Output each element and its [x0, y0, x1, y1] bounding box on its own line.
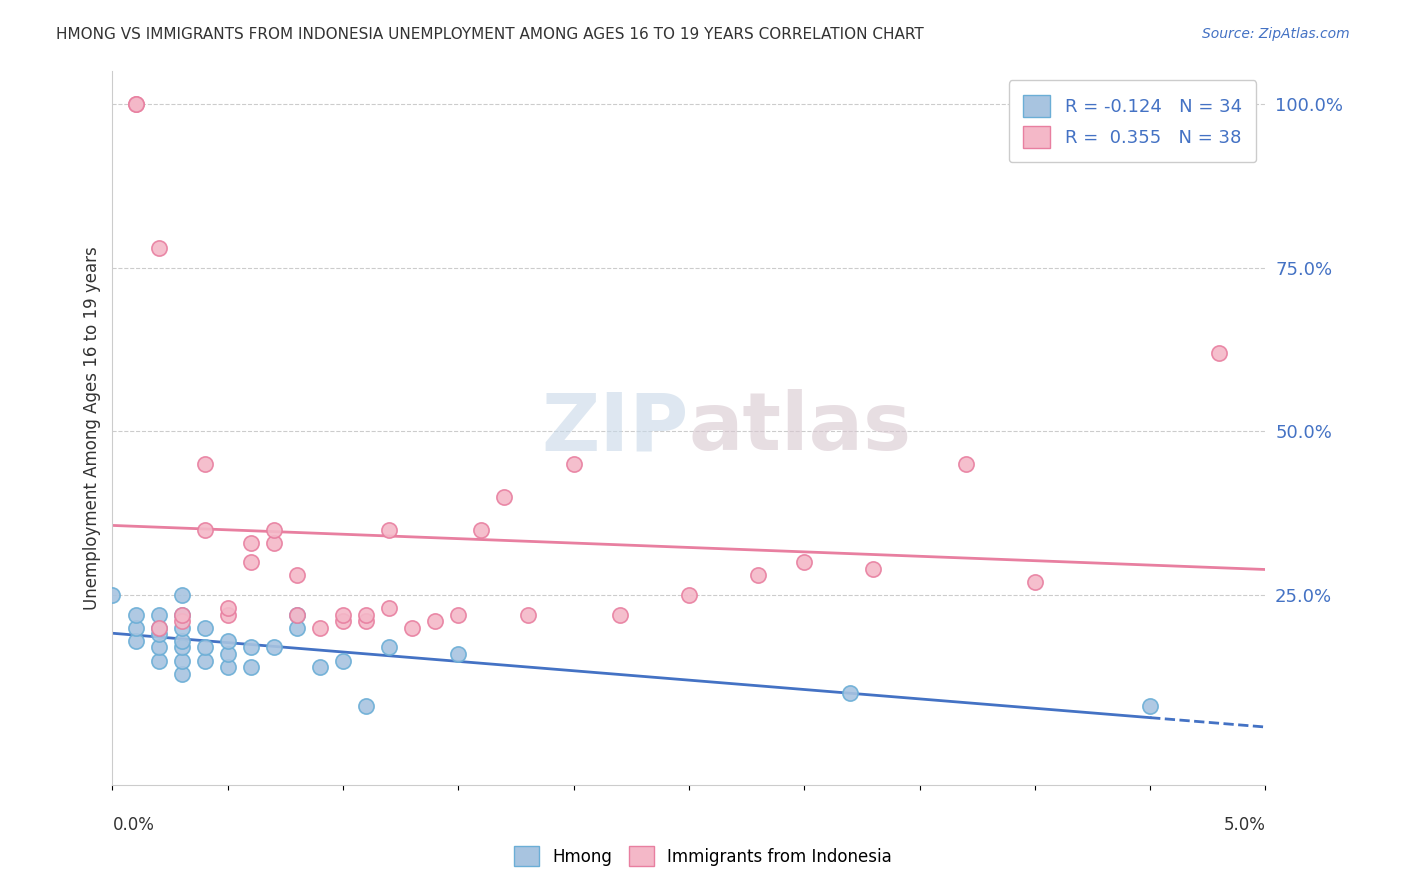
Point — [170, 615, 193, 629]
Point — [194, 654, 217, 668]
Point — [285, 607, 308, 622]
Point — [124, 634, 146, 648]
Point — [354, 699, 377, 714]
Point — [285, 607, 308, 622]
Point — [378, 640, 401, 655]
Point — [194, 640, 217, 655]
Point — [309, 660, 332, 674]
Point — [194, 523, 217, 537]
Point — [170, 621, 193, 635]
Point — [124, 97, 146, 112]
Point — [217, 660, 239, 674]
Point — [447, 647, 470, 661]
Point — [425, 615, 447, 629]
Text: HMONG VS IMMIGRANTS FROM INDONESIA UNEMPLOYMENT AMONG AGES 16 TO 19 YEARS CORREL: HMONG VS IMMIGRANTS FROM INDONESIA UNEMP… — [56, 27, 924, 42]
Point — [148, 654, 170, 668]
Point — [217, 601, 239, 615]
Point — [678, 588, 700, 602]
Point — [332, 607, 354, 622]
Text: Source: ZipAtlas.com: Source: ZipAtlas.com — [1202, 27, 1350, 41]
Point — [170, 654, 193, 668]
Point — [148, 640, 170, 655]
Point — [263, 640, 285, 655]
Text: ZIP: ZIP — [541, 389, 689, 467]
Point — [239, 640, 262, 655]
Point — [263, 535, 285, 549]
Point — [747, 568, 769, 582]
Point — [148, 241, 170, 255]
Point — [170, 607, 193, 622]
Point — [217, 634, 239, 648]
Point — [332, 615, 354, 629]
Point — [793, 555, 815, 569]
Point — [285, 568, 308, 582]
Point — [124, 607, 146, 622]
Point — [217, 607, 239, 622]
Point — [217, 647, 239, 661]
Point — [148, 627, 170, 641]
Point — [955, 457, 977, 471]
Point — [309, 621, 332, 635]
Point — [516, 607, 538, 622]
Point — [263, 523, 285, 537]
Text: 5.0%: 5.0% — [1223, 816, 1265, 834]
Point — [609, 607, 631, 622]
Point — [494, 490, 516, 504]
Point — [170, 588, 193, 602]
Point — [239, 660, 262, 674]
Point — [862, 562, 884, 576]
Point — [470, 523, 492, 537]
Point — [239, 535, 262, 549]
Point — [354, 615, 377, 629]
Point — [170, 666, 193, 681]
Point — [378, 601, 401, 615]
Point — [170, 634, 193, 648]
Point — [378, 523, 401, 537]
Point — [239, 555, 262, 569]
Point — [148, 621, 170, 635]
Point — [170, 640, 193, 655]
Text: atlas: atlas — [689, 389, 912, 467]
Point — [839, 686, 862, 700]
Point — [1024, 574, 1046, 589]
Legend: R = -0.124   N = 34, R =  0.355   N = 38: R = -0.124 N = 34, R = 0.355 N = 38 — [1010, 80, 1257, 162]
Legend: Hmong, Immigrants from Indonesia: Hmong, Immigrants from Indonesia — [506, 838, 900, 875]
Point — [562, 457, 585, 471]
Point — [401, 621, 423, 635]
Point — [101, 588, 124, 602]
Point — [124, 97, 146, 112]
Point — [170, 607, 193, 622]
Point — [354, 607, 377, 622]
Point — [447, 607, 470, 622]
Point — [148, 621, 170, 635]
Point — [332, 654, 354, 668]
Point — [148, 607, 170, 622]
Point — [194, 621, 217, 635]
Point — [1139, 699, 1161, 714]
Point — [194, 457, 217, 471]
Point — [1208, 346, 1230, 360]
Point — [124, 621, 146, 635]
Point — [285, 621, 308, 635]
Text: 0.0%: 0.0% — [112, 816, 155, 834]
Y-axis label: Unemployment Among Ages 16 to 19 years: Unemployment Among Ages 16 to 19 years — [83, 246, 101, 610]
